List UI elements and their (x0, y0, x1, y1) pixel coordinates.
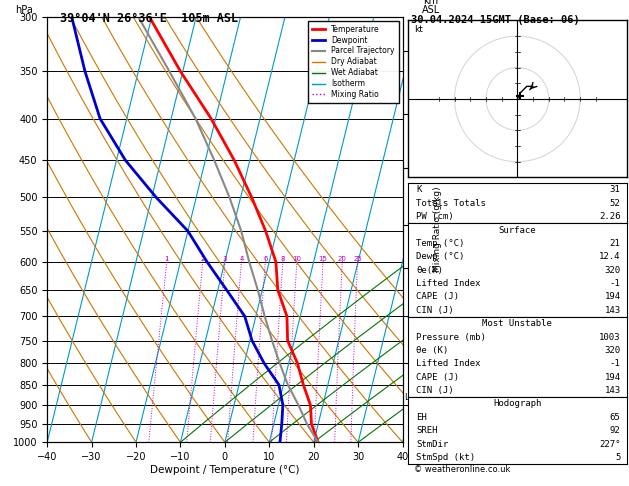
Text: Pressure (mb): Pressure (mb) (416, 332, 486, 342)
Text: Mixing Ratio (g/kg): Mixing Ratio (g/kg) (433, 187, 442, 273)
Text: km
ASL: km ASL (422, 0, 440, 15)
Text: SREH: SREH (416, 426, 438, 435)
Text: 143: 143 (604, 386, 621, 395)
Text: 20: 20 (338, 256, 347, 262)
Text: K: K (416, 186, 422, 194)
Text: 31: 31 (610, 186, 621, 194)
Text: Most Unstable: Most Unstable (482, 319, 552, 328)
Text: Temp (°C): Temp (°C) (416, 239, 465, 248)
Text: PW (cm): PW (cm) (416, 212, 454, 221)
Text: 8: 8 (281, 256, 285, 262)
Text: Lifted Index: Lifted Index (416, 279, 481, 288)
Text: θe(K): θe(K) (416, 266, 443, 275)
Text: Surface: Surface (499, 226, 536, 235)
Text: 12.4: 12.4 (599, 252, 621, 261)
Text: 1003: 1003 (599, 332, 621, 342)
X-axis label: Dewpoint / Temperature (°C): Dewpoint / Temperature (°C) (150, 465, 299, 475)
Text: 25: 25 (353, 256, 362, 262)
Text: 2: 2 (201, 256, 205, 262)
Text: 65: 65 (610, 413, 621, 422)
Text: CAPE (J): CAPE (J) (416, 373, 459, 382)
Legend: Temperature, Dewpoint, Parcel Trajectory, Dry Adiabat, Wet Adiabat, Isotherm, Mi: Temperature, Dewpoint, Parcel Trajectory… (308, 21, 399, 103)
Text: Dewp (°C): Dewp (°C) (416, 252, 465, 261)
Text: 52: 52 (610, 199, 621, 208)
Text: CIN (J): CIN (J) (416, 386, 454, 395)
Text: Hodograph: Hodograph (493, 399, 542, 408)
Text: EH: EH (416, 413, 427, 422)
Text: CAPE (J): CAPE (J) (416, 293, 459, 301)
Text: 15: 15 (319, 256, 328, 262)
Text: StmDir: StmDir (416, 439, 448, 449)
Text: 3: 3 (223, 256, 227, 262)
Text: StmSpd (kt): StmSpd (kt) (416, 453, 476, 462)
Text: hPa: hPa (15, 5, 33, 15)
Text: 21: 21 (610, 239, 621, 248)
Text: 320: 320 (604, 266, 621, 275)
Text: 194: 194 (604, 293, 621, 301)
Text: 92: 92 (610, 426, 621, 435)
Text: Totals Totals: Totals Totals (416, 199, 486, 208)
Text: -1: -1 (610, 359, 621, 368)
Text: -1: -1 (610, 279, 621, 288)
Text: 1: 1 (165, 256, 169, 262)
Text: 5: 5 (615, 453, 621, 462)
Text: kt: kt (414, 25, 423, 34)
Text: 320: 320 (604, 346, 621, 355)
Text: 194: 194 (604, 373, 621, 382)
Text: LCL: LCL (404, 393, 419, 401)
Text: θe (K): θe (K) (416, 346, 448, 355)
Text: CIN (J): CIN (J) (416, 306, 454, 315)
Text: Lifted Index: Lifted Index (416, 359, 481, 368)
Text: © weatheronline.co.uk: © weatheronline.co.uk (414, 465, 510, 474)
Text: 227°: 227° (599, 439, 621, 449)
Text: 30.04.2024 15GMT (Base: 06): 30.04.2024 15GMT (Base: 06) (411, 15, 579, 25)
Text: 6: 6 (263, 256, 267, 262)
Text: 10: 10 (292, 256, 301, 262)
Text: 4: 4 (239, 256, 243, 262)
Text: 143: 143 (604, 306, 621, 315)
Text: 39°04'N 26°36'E  105m ASL: 39°04'N 26°36'E 105m ASL (60, 12, 238, 25)
Text: 2.26: 2.26 (599, 212, 621, 221)
